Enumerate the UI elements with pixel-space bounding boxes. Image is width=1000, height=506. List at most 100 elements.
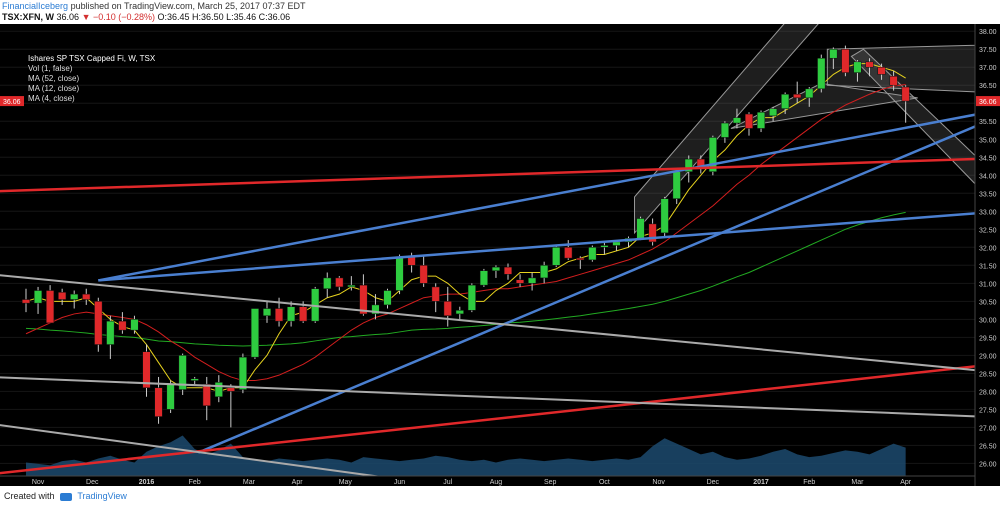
publish-header: FinancialIceberg published on TradingVie… <box>0 0 1000 24</box>
price-value: 36.06 <box>56 12 80 22</box>
y-tick-label: 31.00 <box>979 281 997 288</box>
ma52-line <box>25 211 906 347</box>
x-tick-label: Dec <box>86 479 99 486</box>
candle-body <box>371 304 380 315</box>
candle-body <box>503 266 513 275</box>
legend-vol: Vol (1, false) <box>28 64 73 73</box>
candle-body <box>564 247 573 259</box>
x-tick-label: Sep <box>544 479 557 486</box>
x-tick-label: Nov <box>652 479 665 486</box>
tradingview-brand[interactable]: TradingView <box>77 491 127 501</box>
ohlc-values: O:36.45 H:36.50 L:35.46 C:36.06 <box>157 12 291 22</box>
candle-body <box>58 292 67 300</box>
price-tag-left-label: 36.06 <box>3 99 21 106</box>
y-tick-label: 31.50 <box>979 263 997 270</box>
volume-area <box>26 435 906 476</box>
y-tick-label: 35.00 <box>979 137 997 144</box>
candle-body <box>299 306 308 322</box>
candle-body <box>359 284 368 315</box>
trendline <box>0 376 975 418</box>
x-tick-label: Feb <box>189 479 201 486</box>
candle-body <box>347 284 356 288</box>
symbol-label: TSX:XFN, W <box>2 12 54 22</box>
y-tick-label: 29.50 <box>979 335 997 342</box>
candle-body <box>877 66 886 75</box>
candle-body <box>841 48 850 73</box>
candle-body <box>744 113 754 129</box>
trendline <box>0 365 975 475</box>
price-tag <box>976 96 1000 107</box>
candle-body <box>853 61 862 73</box>
x-tick-label: Oct <box>599 479 610 486</box>
y-tick-label: 35.50 <box>979 119 997 126</box>
y-tick-label: 32.00 <box>979 245 997 252</box>
y-tick-label: 34.00 <box>979 173 997 180</box>
y-axis-panel <box>975 24 1000 486</box>
candle-body <box>94 301 103 345</box>
y-tick-label: 28.50 <box>979 371 997 378</box>
candle-body <box>82 293 91 300</box>
candle-body <box>275 308 284 322</box>
candle-body <box>865 61 874 68</box>
price-channel <box>730 82 918 129</box>
candle-body <box>190 378 199 381</box>
chart-legend: Ishares SP TSX Capped Fi, W, TSX Vol (1,… <box>28 54 155 104</box>
candle-body <box>817 57 826 90</box>
candle-body <box>443 301 452 316</box>
candle-body <box>708 137 717 172</box>
candle-body <box>455 310 464 315</box>
chart-area[interactable]: 38.0037.5037.0036.5036.0035.5035.0034.50… <box>0 24 1000 486</box>
trendline <box>0 274 975 372</box>
y-tick-label: 26.00 <box>979 461 997 468</box>
price-channel <box>826 44 975 93</box>
publish-line: FinancialIceberg published on TradingVie… <box>2 1 306 11</box>
candle-body <box>829 48 838 59</box>
publisher-link[interactable]: FinancialIceberg <box>2 1 69 11</box>
candle-body <box>70 293 79 300</box>
trendline <box>0 157 975 193</box>
price-change: ▼ −0.10 (−0.28%) <box>81 12 156 22</box>
y-tick-label: 37.00 <box>979 65 997 72</box>
x-tick-label: Mar <box>243 479 256 486</box>
candle-body <box>154 387 163 417</box>
x-tick-label: Dec <box>707 479 720 486</box>
published-text: published on TradingView.com, March 25, … <box>70 1 306 11</box>
candle-body <box>769 108 778 117</box>
price-chart-svg[interactable]: 38.0037.5037.0036.5036.0035.5035.0034.50… <box>0 24 1000 486</box>
x-tick-label: Mar <box>851 479 864 486</box>
candle-body <box>660 198 669 234</box>
x-tick-label: Feb <box>803 479 815 486</box>
candle-body <box>757 111 766 129</box>
candle-body <box>262 308 272 316</box>
candle-body <box>636 218 645 239</box>
price-tag-label: 36.06 <box>979 99 997 106</box>
y-tick-label: 33.00 <box>979 209 997 216</box>
price-tag-left <box>0 96 24 107</box>
x-tick-label: Nov <box>32 479 45 486</box>
candle-body <box>178 355 187 390</box>
x-tick-label: Apr <box>900 479 912 486</box>
candle-body <box>118 320 127 331</box>
y-tick-label: 27.00 <box>979 425 997 432</box>
candle-body <box>600 245 609 248</box>
candle-body <box>46 290 55 324</box>
candle-body <box>21 299 31 304</box>
candle-body <box>732 117 742 124</box>
y-tick-label: 36.50 <box>979 83 997 90</box>
footer: Created with TradingView <box>0 486 1000 506</box>
candle-body <box>226 387 235 392</box>
candle-body <box>889 75 898 86</box>
candle-body <box>648 223 657 243</box>
footer-text: Created with TradingView <box>4 491 127 501</box>
y-tick-label: 38.00 <box>979 29 997 36</box>
y-tick-label: 34.50 <box>979 155 997 162</box>
x-tick-label: Jul <box>443 479 452 486</box>
candle-body <box>250 308 259 358</box>
candle-body <box>612 241 621 246</box>
candle-body <box>479 270 488 286</box>
trendline <box>98 212 975 282</box>
y-tick-label: 27.50 <box>979 407 997 414</box>
candle-body <box>431 286 440 302</box>
y-tick-label: 29.00 <box>979 353 997 360</box>
y-tick-label: 32.50 <box>979 227 997 234</box>
